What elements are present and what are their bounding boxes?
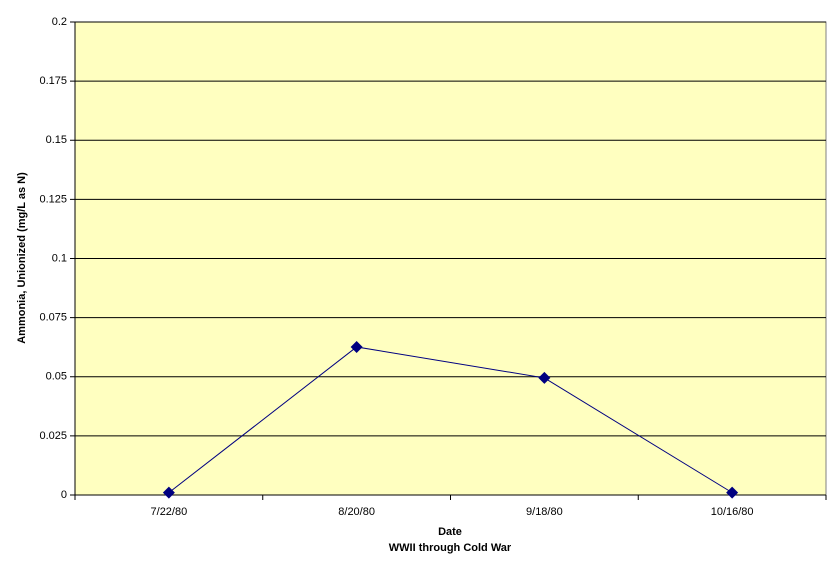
x-tick-label: 7/22/80 <box>151 506 188 518</box>
data-point <box>538 371 551 384</box>
x-tick-label: 10/16/80 <box>711 506 754 518</box>
y-tick-label: 0.125 <box>39 193 67 205</box>
y-axis-title: Ammonia, Unionized (mg/L as N) <box>16 172 28 344</box>
y-tick-label: 0.025 <box>39 430 67 442</box>
x-axis-subtitle: WWII through Cold War <box>389 542 512 554</box>
x-axis-title: Date <box>438 526 462 538</box>
y-tick-label: 0.175 <box>39 75 67 87</box>
data-point <box>726 486 739 499</box>
y-tick-label: 0.1 <box>52 252 67 264</box>
y-tick-label: 0 <box>61 489 67 501</box>
data-point <box>162 486 175 499</box>
series-line <box>168 346 733 494</box>
y-tick-label: 0.15 <box>46 134 67 146</box>
x-tick-label: 8/20/80 <box>338 506 375 518</box>
y-tick-label: 0.075 <box>39 312 67 324</box>
y-tick-label: 0.05 <box>46 371 67 383</box>
x-tick-label: 9/18/80 <box>526 506 563 518</box>
data-point <box>350 340 363 353</box>
y-tick-label: 0.2 <box>52 16 67 28</box>
